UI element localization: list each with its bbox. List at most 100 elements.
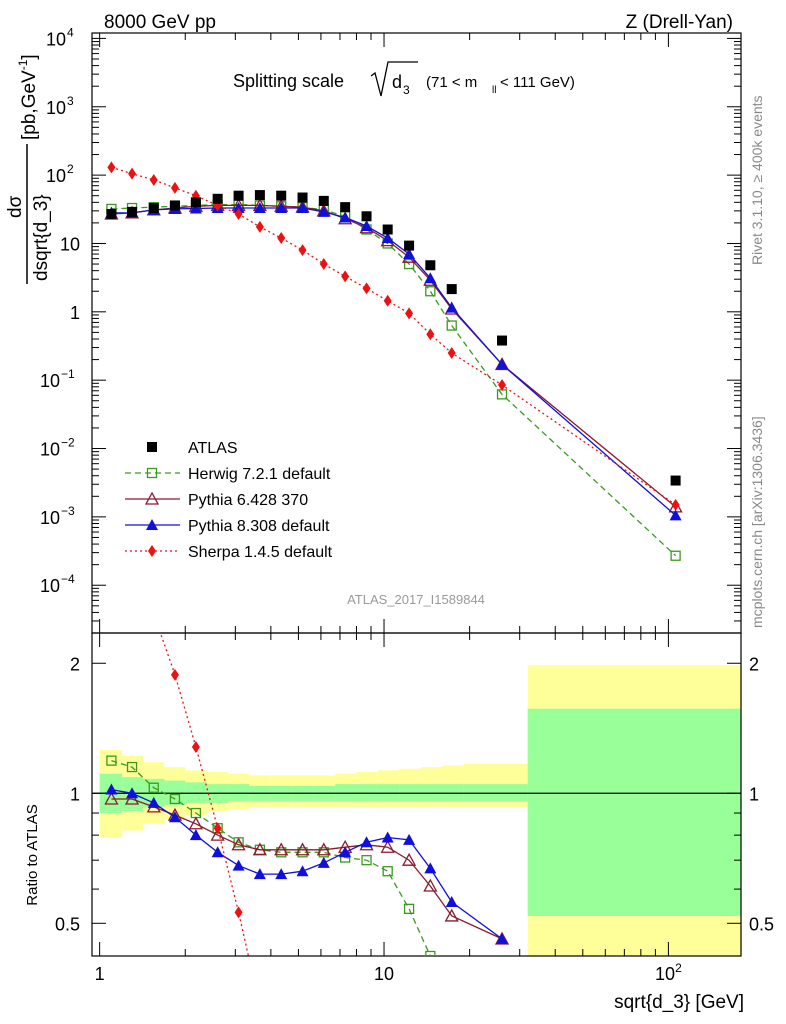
ratio-data-point bbox=[360, 836, 373, 848]
main-data-point bbox=[149, 173, 158, 186]
ylabel-units-sup: -1 bbox=[16, 59, 30, 70]
main-data-point bbox=[340, 202, 351, 213]
sqrt-sign bbox=[370, 61, 418, 97]
ratio-data-point bbox=[423, 878, 438, 892]
ratio-data-point bbox=[361, 855, 372, 866]
ylabel-top: dσ bbox=[5, 195, 26, 218]
ratio-data-point bbox=[234, 906, 243, 919]
legend-marker bbox=[146, 519, 158, 530]
legend: ATLAS Herwig 7.2.1 default Pythia 6.428 37… bbox=[125, 440, 333, 561]
ratio-data-point bbox=[380, 839, 395, 853]
main-data-point bbox=[254, 190, 265, 201]
main-data-point bbox=[255, 220, 264, 233]
main-y-axis-label: dσ dsqrt{d_3} [pb,GeV-1] bbox=[5, 54, 52, 284]
x-axis-label: sqrt{d_3} [GeV] bbox=[614, 992, 744, 1013]
ratio-uncertainty-bands bbox=[92, 665, 741, 956]
legend-label: Pythia 8.308 default bbox=[188, 518, 330, 535]
main-data-point bbox=[234, 207, 243, 220]
y-tick-label: 10 bbox=[40, 371, 60, 391]
y-tick-label: 10 bbox=[60, 234, 80, 254]
ratio-data-point bbox=[147, 796, 160, 808]
ratio-data-point bbox=[128, 547, 136, 559]
legend-item: Pythia 6.428 370 bbox=[125, 491, 308, 509]
ratio-data-point bbox=[424, 862, 437, 874]
x-tick-label: 1 bbox=[95, 964, 105, 984]
stat-uncertainty-band bbox=[399, 784, 422, 801]
ylabel-units-end: ] bbox=[19, 54, 40, 59]
legend-item: Herwig 7.2.1 default bbox=[125, 466, 331, 483]
stat-uncertainty-band bbox=[463, 784, 528, 801]
y-tick-label-sup: −3 bbox=[61, 504, 75, 518]
main-data-point bbox=[424, 272, 437, 284]
ratio-data-point bbox=[126, 761, 138, 773]
main-data-point bbox=[446, 284, 457, 295]
legend-marker bbox=[146, 467, 158, 479]
main-atlas bbox=[106, 190, 681, 486]
ratio-y-tick-label-right: 0.5 bbox=[749, 914, 774, 934]
analysis-id: ATLAS_2017_I1589844 bbox=[347, 592, 485, 607]
ratio-data-point bbox=[232, 859, 245, 871]
ratio-herwig-7-2-1-default bbox=[106, 755, 436, 956]
main-data-point bbox=[426, 328, 435, 341]
ratio-y-tick-label: 2 bbox=[70, 654, 80, 674]
main-series-line bbox=[111, 204, 677, 508]
ratio-data-point bbox=[256, 1001, 264, 1013]
ratio-data-point bbox=[403, 833, 416, 845]
main-data-point bbox=[403, 258, 415, 270]
ratio-data-point bbox=[275, 868, 288, 880]
stat-uncertainty-band bbox=[421, 784, 443, 801]
main-data-point bbox=[383, 294, 392, 307]
y-tick-label-sup: −1 bbox=[61, 367, 75, 381]
ratio-series-line bbox=[159, 633, 250, 956]
ratio-data-point bbox=[317, 856, 330, 868]
ratio-y-tick-label-right: 1 bbox=[749, 784, 759, 804]
ratio-data-point bbox=[252, 842, 267, 856]
title-range-sub: ll bbox=[492, 85, 496, 96]
main-data-point bbox=[445, 301, 458, 313]
ratio-series-line bbox=[111, 759, 431, 956]
chart-title: Splitting scale d 3 (71 < m ll < 111 GeV… bbox=[233, 61, 575, 97]
main-data-point bbox=[233, 190, 244, 201]
y-tick-label: 1 bbox=[70, 303, 80, 323]
main-data-point bbox=[339, 211, 352, 223]
ylabel-units-main: [pb,GeV bbox=[19, 70, 40, 140]
ratio-data-point bbox=[124, 791, 140, 805]
main-data-point bbox=[498, 378, 507, 391]
ratio-series-line bbox=[111, 798, 503, 940]
ratio-data-point bbox=[253, 868, 266, 880]
ratio-data-point bbox=[445, 896, 458, 908]
legend-item: ATLAS bbox=[147, 440, 238, 457]
header-left: 8000 GeV pp bbox=[104, 12, 216, 33]
axes-frames bbox=[91, 32, 742, 957]
main-data-point bbox=[670, 550, 681, 561]
main-data-point bbox=[148, 203, 159, 214]
ratio-data-point bbox=[382, 866, 393, 877]
legend-marker bbox=[144, 491, 160, 505]
band-group bbox=[92, 665, 741, 956]
ratio-data-point bbox=[168, 811, 181, 823]
y-tick-label: 10 bbox=[40, 508, 60, 528]
chart-title-text: Splitting scale bbox=[233, 71, 344, 91]
main-data-point bbox=[275, 202, 288, 214]
ratio-data-point bbox=[106, 755, 117, 766]
main-data-point bbox=[362, 282, 371, 295]
ratio-data-point bbox=[231, 837, 246, 851]
main-series bbox=[104, 161, 683, 561]
main-data-point bbox=[404, 240, 415, 251]
main-data-point bbox=[670, 475, 681, 486]
main-data-point bbox=[276, 190, 287, 201]
y-tick-label-sup: −2 bbox=[61, 436, 75, 450]
main-data-point bbox=[319, 258, 328, 271]
ratio-y-tick-label: 1 bbox=[70, 784, 80, 804]
main-data-point bbox=[212, 193, 223, 204]
ratio-data-point bbox=[296, 865, 309, 877]
main-data-point bbox=[405, 307, 414, 320]
main-data-point bbox=[361, 211, 372, 222]
legend-marker bbox=[148, 545, 156, 557]
title-symbol-sub: 3 bbox=[403, 83, 410, 97]
ratio-data-point bbox=[211, 846, 224, 858]
y-tick-label: 10 bbox=[46, 166, 66, 186]
main-data-point bbox=[298, 244, 307, 257]
stat-uncertainty-band bbox=[527, 708, 741, 916]
